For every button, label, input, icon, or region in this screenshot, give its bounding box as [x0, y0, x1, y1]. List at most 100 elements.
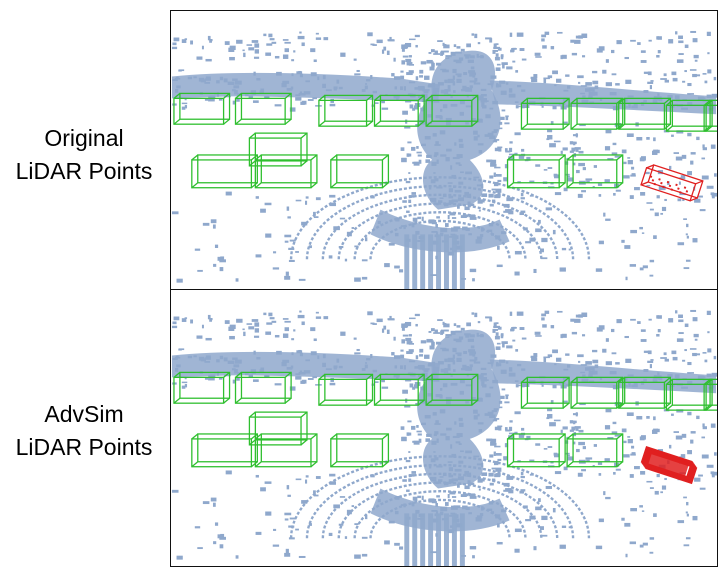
lidar-point — [406, 62, 413, 66]
lidar-point — [411, 146, 416, 151]
lidar-point — [450, 103, 458, 107]
lidar-point — [567, 456, 574, 461]
lidar-point — [415, 230, 420, 235]
lidar-point — [596, 327, 603, 332]
box-edge — [664, 97, 671, 104]
lidar-point — [689, 348, 697, 350]
lidar-point — [254, 328, 260, 333]
lidar-point — [353, 58, 357, 61]
lidar-point — [313, 211, 316, 216]
lidar-point — [464, 54, 471, 57]
lidar-point — [219, 76, 224, 81]
lidar-point — [244, 373, 249, 376]
lidar-point — [598, 240, 604, 245]
lidar-point — [444, 329, 449, 332]
lidar-point — [204, 360, 211, 363]
lidar-point — [287, 216, 291, 219]
lidar-point — [513, 327, 517, 329]
detection-box — [318, 94, 374, 127]
lidar-point — [193, 355, 197, 358]
lidar-point — [550, 400, 554, 404]
lidar-point — [346, 231, 352, 237]
lidar-point — [683, 218, 687, 220]
box-edge — [703, 378, 711, 385]
lidar-point — [485, 100, 489, 102]
lidar-point — [609, 371, 617, 375]
lidar-point — [552, 105, 557, 110]
lidar-point — [244, 94, 249, 97]
lidar-point — [657, 50, 661, 54]
lidar-point — [466, 322, 472, 327]
lidar-point — [545, 207, 553, 211]
box-edge — [570, 402, 578, 409]
lidar-point — [486, 438, 493, 442]
lidar-point — [643, 99, 647, 103]
box-front-face — [173, 97, 225, 125]
lidar-point — [572, 134, 579, 137]
lidar-point — [640, 339, 647, 342]
lidar-point — [678, 40, 684, 44]
lidar-point — [478, 488, 481, 491]
lidar-point — [497, 326, 502, 330]
lidar-point — [490, 75, 497, 79]
scan-strip — [420, 234, 426, 289]
lidar-point — [207, 314, 211, 320]
lidar-point — [315, 311, 319, 314]
lidar-point — [429, 345, 435, 350]
lidar-point — [500, 369, 507, 374]
lidar-point — [430, 274, 437, 276]
lidar-point — [543, 356, 550, 359]
box-front-face — [665, 383, 707, 411]
lidar-point — [447, 461, 453, 463]
lidar-point — [193, 76, 197, 79]
box-edge — [689, 197, 698, 202]
lidar-point — [489, 386, 494, 389]
lidar-point — [447, 357, 455, 363]
lidar-point — [413, 105, 419, 110]
lidar-point — [315, 476, 321, 479]
lidar-point — [569, 141, 574, 145]
box-back-face — [431, 373, 479, 401]
lidar-point — [493, 181, 499, 187]
lidar-point — [480, 376, 487, 382]
lidar-point — [462, 364, 467, 368]
lidar-point — [625, 276, 628, 281]
lidar-point — [457, 354, 462, 357]
lidar-point — [197, 547, 203, 550]
lidar-point — [493, 46, 500, 50]
lidar-point — [458, 138, 463, 143]
detection-box — [373, 94, 425, 127]
lidar-point — [578, 81, 581, 84]
lidar-point — [505, 115, 509, 118]
lidar-point — [505, 116, 509, 121]
lidar-point — [176, 85, 181, 89]
lidar-point — [518, 155, 525, 159]
lidar-point — [514, 152, 518, 156]
lidar-point — [200, 79, 206, 83]
lidar-point — [354, 352, 361, 355]
lidar-point — [604, 425, 611, 430]
lidar-point — [481, 193, 488, 197]
lidar-point — [387, 318, 395, 321]
box-edge — [318, 120, 326, 127]
lidar-point — [452, 354, 455, 359]
scan-ring — [305, 184, 575, 260]
box-edge — [570, 97, 578, 104]
lidar-point — [299, 352, 303, 357]
box-edge — [310, 154, 318, 161]
box-edge — [665, 125, 673, 132]
lidar-point — [423, 90, 429, 94]
lidar-point — [224, 320, 230, 324]
lidar-point — [567, 364, 571, 368]
lidar-point — [469, 55, 475, 59]
lidar-point — [493, 418, 500, 420]
lidar-point — [538, 219, 541, 224]
lidar-point — [602, 69, 607, 74]
lidar-point — [464, 333, 471, 336]
lidar-point — [361, 259, 368, 262]
lidar-point — [605, 361, 612, 366]
box-edge — [318, 399, 326, 406]
lidar-point — [470, 345, 475, 349]
lidar-point — [595, 545, 603, 550]
lidar-point — [208, 374, 215, 377]
